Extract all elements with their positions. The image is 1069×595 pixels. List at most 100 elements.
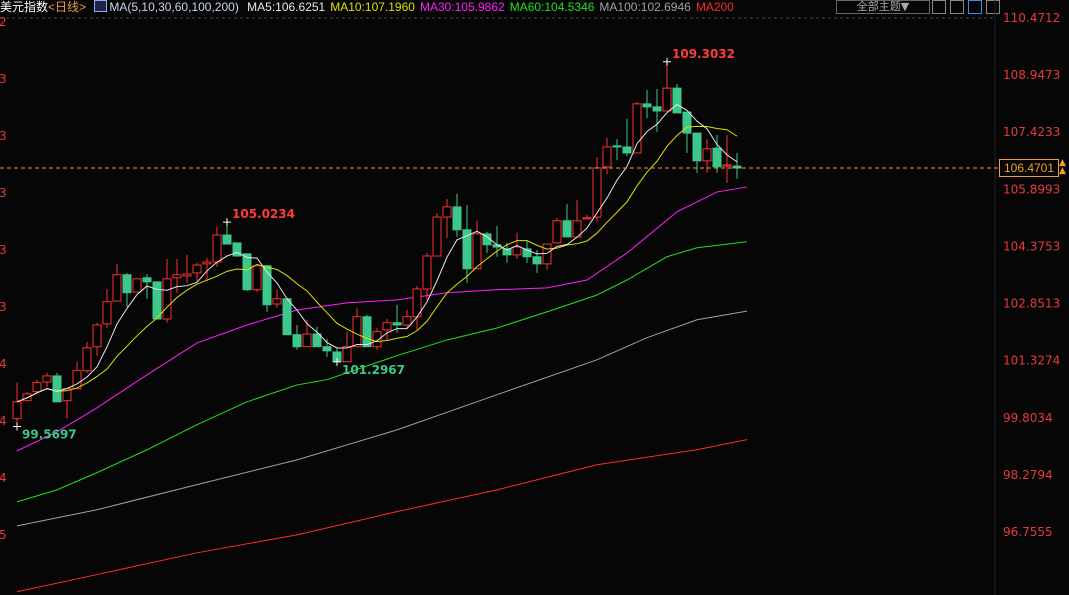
candle-up bbox=[12, 401, 22, 420]
extreme-marker bbox=[13, 422, 21, 431]
left-axis-fragment: 4 bbox=[0, 471, 7, 485]
candle-up bbox=[162, 278, 172, 320]
candle-up bbox=[582, 217, 592, 220]
candle-down bbox=[612, 145, 622, 148]
candle-down bbox=[452, 206, 462, 231]
candle-down bbox=[242, 253, 252, 291]
chart-header: 美元指数<日线> MA(5,10,30,60,100,200) MA5:106.… bbox=[0, 0, 744, 14]
candle-up bbox=[92, 324, 102, 348]
candle-up bbox=[442, 206, 452, 218]
candle-down bbox=[682, 111, 692, 134]
candle-up bbox=[272, 298, 282, 305]
y-tick-label: 104.3753 bbox=[1003, 239, 1060, 253]
candle-down bbox=[362, 316, 372, 348]
candle-up bbox=[702, 148, 712, 162]
candle-down bbox=[52, 375, 62, 403]
candle-down bbox=[482, 233, 492, 246]
left-axis-fragment: 4 bbox=[0, 357, 7, 371]
extreme-marker bbox=[663, 57, 671, 66]
candle-up bbox=[172, 274, 182, 279]
left-axis-fragment: 3 bbox=[0, 300, 7, 314]
candle-down bbox=[462, 229, 472, 270]
candle-down bbox=[642, 103, 652, 108]
y-tick-label: 108.9473 bbox=[1003, 68, 1060, 82]
candle-down bbox=[282, 298, 292, 336]
candle-down bbox=[562, 220, 572, 238]
left-axis-fragment: 4 bbox=[0, 414, 7, 428]
candle-down bbox=[392, 322, 402, 326]
ma100-line bbox=[16, 310, 748, 527]
candle-down bbox=[712, 147, 722, 168]
left-axis-fragment: 2 bbox=[0, 15, 7, 29]
extreme-marker bbox=[223, 218, 231, 227]
left-axis-fragment: 3 bbox=[0, 129, 7, 143]
candle-up bbox=[32, 382, 42, 393]
candle-up bbox=[72, 370, 82, 390]
candle-up bbox=[662, 87, 672, 112]
candle-up bbox=[212, 234, 222, 263]
low-price-annotation: 101.2967 bbox=[342, 363, 405, 377]
candle-down bbox=[692, 132, 702, 162]
candle-down bbox=[652, 106, 662, 112]
left-axis-fragment: 3 bbox=[0, 243, 7, 257]
crosshair-icon[interactable] bbox=[932, 0, 946, 14]
interval-icon[interactable] bbox=[950, 0, 964, 14]
y-tick-label: 98.2794 bbox=[1003, 468, 1053, 482]
candle-up bbox=[132, 278, 142, 293]
candle-down bbox=[502, 248, 512, 256]
candle-up bbox=[112, 274, 122, 302]
ma-value-label: MA60:104.5346 bbox=[509, 0, 595, 14]
candle-up bbox=[722, 164, 732, 167]
extreme-marker bbox=[333, 357, 341, 366]
theme-dropdown[interactable]: 全部主题▼ bbox=[836, 0, 930, 14]
exit-icon[interactable] bbox=[986, 0, 1000, 14]
y-tick-label: 101.3274 bbox=[1003, 354, 1060, 368]
ma-chart-icon[interactable] bbox=[94, 0, 108, 12]
low-price-annotation: 99.5697 bbox=[22, 428, 77, 442]
candle-down bbox=[232, 242, 242, 257]
candle-up bbox=[192, 264, 202, 274]
left-axis-fragment: 5 bbox=[0, 528, 7, 542]
high-price-annotation: 105.0234 bbox=[232, 207, 295, 221]
candle-down bbox=[262, 265, 272, 306]
candle-down bbox=[622, 146, 632, 154]
ma200-line bbox=[16, 439, 748, 593]
y-tick-label: 96.7555 bbox=[1003, 525, 1053, 539]
candle-up bbox=[422, 255, 432, 290]
candle-down bbox=[222, 234, 232, 245]
ma5-line bbox=[16, 103, 738, 403]
candle-down bbox=[152, 281, 162, 320]
cursor-icon[interactable] bbox=[968, 0, 982, 14]
instrument-title: 美元指数 bbox=[0, 0, 49, 14]
candle-up bbox=[202, 261, 212, 265]
candle-up bbox=[102, 301, 112, 325]
candle-up bbox=[352, 316, 362, 348]
y-tick-label: 99.8034 bbox=[1003, 411, 1053, 425]
candle-down bbox=[672, 87, 682, 114]
candle-down bbox=[122, 274, 132, 294]
ma-value-label: MA100:102.6946 bbox=[599, 0, 691, 14]
left-axis-fragment: 3 bbox=[0, 186, 7, 200]
candle-up bbox=[432, 216, 442, 257]
candle-up bbox=[342, 346, 352, 363]
left-axis-fragment: 3 bbox=[0, 72, 7, 86]
ma30-line bbox=[16, 186, 748, 452]
candle-down bbox=[522, 248, 532, 258]
high-price-annotation: 109.3032 bbox=[672, 47, 735, 61]
y-tick-label: 102.8513 bbox=[1003, 297, 1060, 311]
ma-value-label: MA30:105.9862 bbox=[419, 0, 505, 14]
candle-up bbox=[182, 273, 192, 277]
y-tick-label: 105.8993 bbox=[1003, 182, 1060, 196]
candle-up bbox=[592, 167, 602, 218]
candle-up bbox=[22, 393, 32, 402]
candle-up bbox=[252, 265, 262, 291]
y-tick-label: 110.4712 bbox=[1003, 11, 1060, 25]
period-label[interactable]: <日线> bbox=[48, 0, 87, 14]
ma-value-label: MA10:107.1960 bbox=[330, 0, 415, 14]
current-price-label: 106.4701 bbox=[999, 159, 1059, 177]
ma-params[interactable]: MA(5,10,30,60,100,200) bbox=[109, 0, 239, 14]
candle-up bbox=[382, 322, 392, 331]
candle-up bbox=[602, 146, 612, 168]
